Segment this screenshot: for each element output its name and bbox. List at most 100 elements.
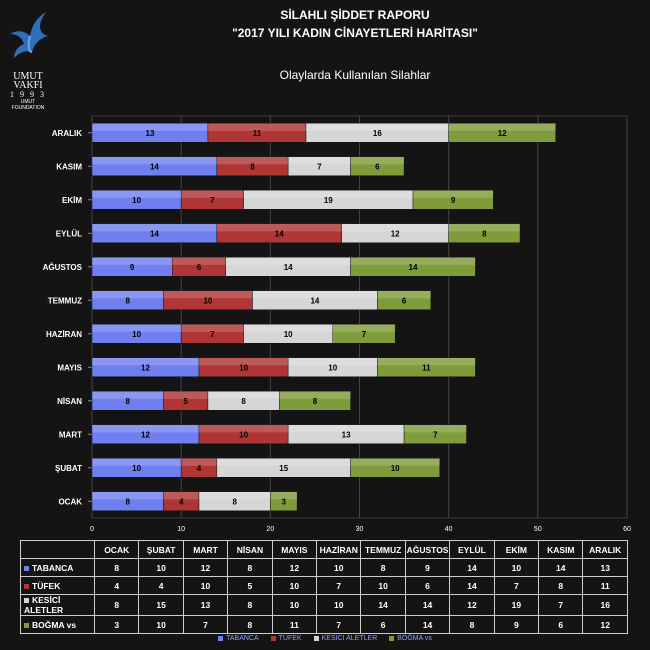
data-label: 10 — [132, 464, 141, 473]
bar-highlight — [243, 190, 413, 198]
bar-highlight — [92, 190, 182, 198]
data-label: 13 — [342, 430, 351, 439]
y-tick-label: AĞUSTOS — [43, 263, 83, 272]
data-label: 6 — [375, 162, 380, 171]
bar-highlight — [448, 123, 556, 131]
stacked-bar-chart: 0 10 20 30 40 50 60 ARALIK 13 11 16 12 KASIM 14 8 7 6 EKİ… — [43, 115, 631, 533]
table-cell: 8 — [449, 615, 495, 634]
table-cell: 14 — [449, 576, 495, 595]
umut-vakfi-logo: UMUT VAKFI 1 9 9 3 UMUT FOUNDATION — [0, 0, 56, 120]
legend-swatch — [218, 635, 224, 641]
series-name: TÜFEK — [32, 580, 61, 591]
table-cell: 7 — [316, 576, 362, 595]
bar-highlight — [92, 491, 164, 500]
table-cell: 10 — [316, 594, 362, 616]
data-table: OCAK ŞUBAT MART NİSAN MAYIS HAZİRAN TEMMUZ AĞUS… — [20, 540, 628, 634]
bar-highlight — [377, 357, 476, 366]
bar-highlight — [199, 357, 289, 366]
x-tick-label: 0 — [90, 526, 94, 533]
x-tick-label: 10 — [177, 526, 185, 533]
table-cell: 7 — [316, 615, 362, 634]
x-tick-label: 20 — [266, 526, 274, 533]
bar-highlight — [288, 156, 351, 165]
table-cell: 13 — [582, 558, 628, 577]
bar-highlight — [207, 391, 280, 399]
y-tick-label: ARALIK — [52, 129, 82, 138]
bar-highlight — [413, 190, 494, 198]
table-column-header: MART — [182, 540, 229, 559]
data-label: 7 — [210, 330, 215, 339]
data-label: 12 — [391, 229, 400, 238]
table-cell: 10 — [138, 558, 184, 577]
table-cell: 10 — [138, 615, 184, 634]
table-cell: 8 — [227, 615, 273, 634]
data-label: 6 — [197, 263, 202, 272]
table-cell: 19 — [493, 594, 540, 616]
legend-item: TABANCA — [218, 635, 259, 642]
data-label: 12 — [141, 430, 150, 439]
bar-segment — [332, 324, 396, 344]
table-cell: 8 — [227, 558, 273, 577]
bar-segment — [377, 290, 432, 310]
report-title: SİLAHLI ŞİDDET RAPORU — [280, 8, 430, 22]
logo-line1: UMUT — [13, 71, 43, 82]
data-label: 8 — [125, 296, 130, 305]
bar-segment — [377, 357, 476, 377]
table-cell: 7 — [182, 615, 229, 634]
bar-highlight — [448, 223, 520, 232]
data-label: 8 — [482, 229, 487, 238]
table-cell: 10 — [182, 576, 229, 595]
table-cell: 14 — [404, 615, 451, 634]
bar-segment — [403, 424, 467, 444]
data-label: 10 — [284, 330, 293, 339]
bar-highlight — [172, 257, 226, 265]
data-label: 12 — [498, 129, 507, 138]
bar-segment — [448, 123, 556, 143]
bar-segment — [270, 491, 298, 511]
table-column-header: AĞUSTOS — [404, 540, 451, 559]
legend: TABANCA TÜFEK KESİCİ ALETLER BOĞMA vs — [0, 635, 650, 642]
table-column-header: ARALIK — [582, 540, 628, 559]
data-label: 15 — [279, 464, 288, 473]
data-label: 14 — [150, 229, 159, 238]
data-label: 8 — [125, 397, 130, 406]
bar-highlight — [350, 156, 405, 165]
chart-title: Olaylarda Kullanılan Silahlar — [279, 68, 431, 82]
table-column-header: ŞUBAT — [138, 540, 184, 559]
legend-label: KESİCİ ALETLER — [321, 635, 378, 642]
table-column-header: OCAK — [93, 540, 140, 559]
legend-label: BOĞMA vs — [397, 635, 432, 642]
table-row-header: BOĞMA vs — [20, 615, 95, 634]
table-row: KESİCİ ALETLER 8 15 13 8 10 10 14 14 12 19 7 16 — [20, 594, 628, 616]
table-cell: 8 — [360, 558, 406, 577]
data-label: 12 — [141, 363, 150, 372]
data-label: 10 — [239, 363, 248, 372]
table-body: TABANCA 8 10 12 8 12 10 8 9 14 10 14 13 TÜFEK 4 4 10 5 10 7… — [20, 558, 628, 634]
x-tick-label: 50 — [534, 526, 542, 533]
table-cell: 10 — [271, 576, 318, 595]
bar-highlight — [199, 424, 289, 433]
logo-year: 1 9 9 3 — [10, 90, 46, 99]
table-column-header: EYLÜL — [449, 540, 495, 559]
bar-highlight — [216, 156, 289, 165]
bar-segment — [350, 458, 441, 478]
bar-highlight — [181, 190, 244, 198]
table-row: BOĞMA vs 3 10 7 8 11 7 6 14 8 9 6 12 — [20, 615, 628, 634]
bar-highlight — [92, 357, 199, 366]
data-label: 9 — [451, 196, 456, 205]
x-tick-label: 30 — [356, 526, 364, 533]
table-row-header: TABANCA — [20, 558, 95, 577]
table-column-header: KASIM — [538, 540, 584, 559]
bar-highlight — [350, 257, 476, 265]
data-label: 11 — [422, 363, 431, 372]
legend-swatch — [270, 635, 276, 641]
bar-highlight — [92, 391, 164, 399]
table-cell: 14 — [449, 558, 495, 577]
bar-highlight — [252, 290, 378, 299]
bar-highlight — [199, 491, 271, 500]
legend-label: TÜFEK — [278, 635, 302, 642]
table-row-header: KESİCİ ALETLER — [20, 594, 95, 616]
table-cell: 7 — [493, 576, 540, 595]
data-label: 6 — [402, 296, 407, 305]
x-tick-label: 60 — [623, 526, 631, 533]
